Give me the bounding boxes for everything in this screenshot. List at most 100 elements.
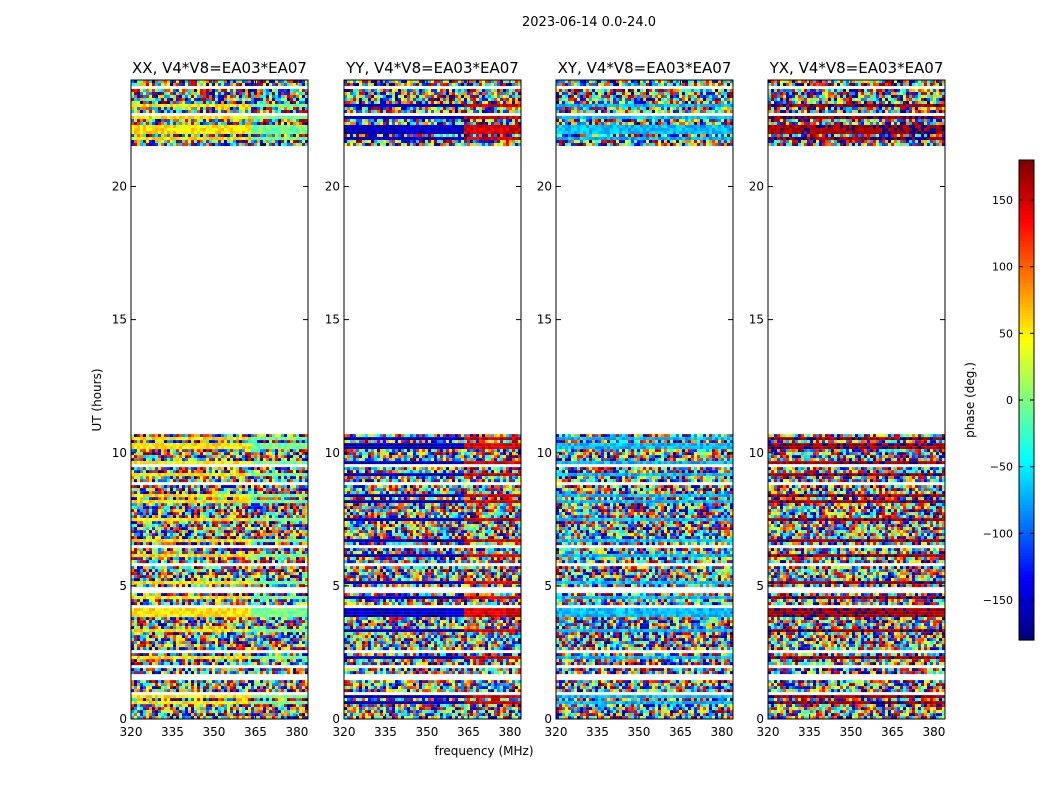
heatmap-cell: [194, 512, 197, 515]
heatmap-cell: [152, 449, 155, 452]
heatmap-cell: [173, 491, 176, 494]
heatmap-cell: [134, 533, 137, 536]
heatmap-cell: [218, 509, 221, 512]
heatmap-cell: [134, 515, 137, 518]
heatmap-cell: [164, 434, 167, 437]
heatmap-cell: [155, 530, 158, 533]
heatmap-cell: [137, 497, 140, 500]
heatmap-cell: [212, 437, 215, 440]
heatmap-cell: [167, 515, 170, 518]
heatmap-cell: [179, 467, 182, 470]
heatmap-cell: [188, 473, 191, 476]
heatmap-cell: [191, 539, 194, 542]
heatmap-cell: [140, 479, 143, 482]
heatmap-cell: [152, 548, 155, 551]
heatmap-cell: [164, 476, 167, 479]
heatmap-cell: [224, 470, 227, 473]
heatmap-cell: [176, 509, 179, 512]
heatmap-cell: [134, 548, 137, 551]
heatmap-cell: [143, 440, 146, 443]
heatmap-cell: [224, 530, 227, 533]
heatmap-cell: [212, 443, 215, 446]
heatmap-cell: [242, 479, 245, 482]
heatmap-cell: [155, 548, 158, 551]
heatmap-cell: [194, 497, 197, 500]
heatmap-cell: [269, 539, 272, 542]
heatmap-cell: [239, 527, 242, 530]
heatmap-cell: [299, 506, 302, 509]
heatmap-cell: [149, 551, 152, 554]
heatmap-cell: [152, 533, 155, 536]
heatmap-cell: [215, 551, 218, 554]
heatmap-cell: [164, 458, 167, 461]
heatmap-cell: [275, 503, 278, 506]
heatmap-cell: [242, 461, 245, 464]
heatmap-cell: [215, 542, 218, 545]
heatmap-cell: [206, 542, 209, 545]
heatmap-cell: [290, 470, 293, 473]
heatmap-cell: [209, 548, 212, 551]
heatmap-cell: [134, 470, 137, 473]
heatmap-cell: [152, 455, 155, 458]
heatmap-cell: [287, 509, 290, 512]
heatmap-cell: [143, 542, 146, 545]
heatmap-cell: [233, 485, 236, 488]
heatmap-cell: [173, 503, 176, 506]
heatmap-cell: [299, 512, 302, 515]
heatmap-cell: [278, 500, 281, 503]
heatmap-cell: [137, 440, 140, 443]
heatmap-cell: [233, 536, 236, 539]
heatmap-cell: [230, 467, 233, 470]
heatmap-cell: [299, 467, 302, 470]
heatmap-cell: [287, 539, 290, 542]
heatmap-cell: [257, 467, 260, 470]
heatmap-cell: [242, 494, 245, 497]
heatmap-cell: [140, 497, 143, 500]
heatmap-cell: [230, 518, 233, 521]
heatmap-cell: [170, 458, 173, 461]
heatmap-cell: [302, 509, 305, 512]
heatmap-cell: [179, 506, 182, 509]
heatmap-cell: [227, 485, 230, 488]
heatmap-cell: [137, 452, 140, 455]
heatmap-cell: [167, 494, 170, 497]
heatmap-cell: [146, 455, 149, 458]
heatmap-cell: [224, 488, 227, 491]
heatmap-cell: [185, 452, 188, 455]
heatmap-cell: [185, 536, 188, 539]
heatmap-cell: [176, 548, 179, 551]
heatmap-cell: [146, 515, 149, 518]
heatmap-cell: [275, 440, 278, 443]
heatmap-cell: [278, 503, 281, 506]
heatmap-cell: [248, 434, 251, 437]
heatmap-cell: [200, 494, 203, 497]
heatmap-cell: [296, 500, 299, 503]
heatmap-cell: [167, 443, 170, 446]
heatmap-cell: [206, 470, 209, 473]
heatmap-cell: [215, 506, 218, 509]
heatmap-cell: [245, 524, 248, 527]
heatmap-cell: [149, 503, 152, 506]
heatmap-cell: [140, 515, 143, 518]
heatmap-cell: [230, 440, 233, 443]
heatmap-cell: [209, 488, 212, 491]
heatmap-cell: [209, 473, 212, 476]
heatmap-cell: [230, 449, 233, 452]
heatmap-cell: [206, 446, 209, 449]
heatmap-cell: [176, 506, 179, 509]
heatmap-cell: [281, 455, 284, 458]
heatmap-cell: [299, 542, 302, 545]
heatmap-cell: [296, 467, 299, 470]
heatmap-cell: [236, 443, 239, 446]
heatmap-cell: [167, 539, 170, 542]
heatmap-cell: [224, 503, 227, 506]
heatmap-cell: [287, 434, 290, 437]
heatmap-cell: [164, 491, 167, 494]
heatmap-cell: [137, 476, 140, 479]
heatmap-cell: [137, 491, 140, 494]
heatmap-cell: [284, 551, 287, 554]
heatmap-cell: [206, 533, 209, 536]
heatmap-cell: [167, 518, 170, 521]
heatmap-cell: [242, 536, 245, 539]
heatmap-cell: [266, 452, 269, 455]
